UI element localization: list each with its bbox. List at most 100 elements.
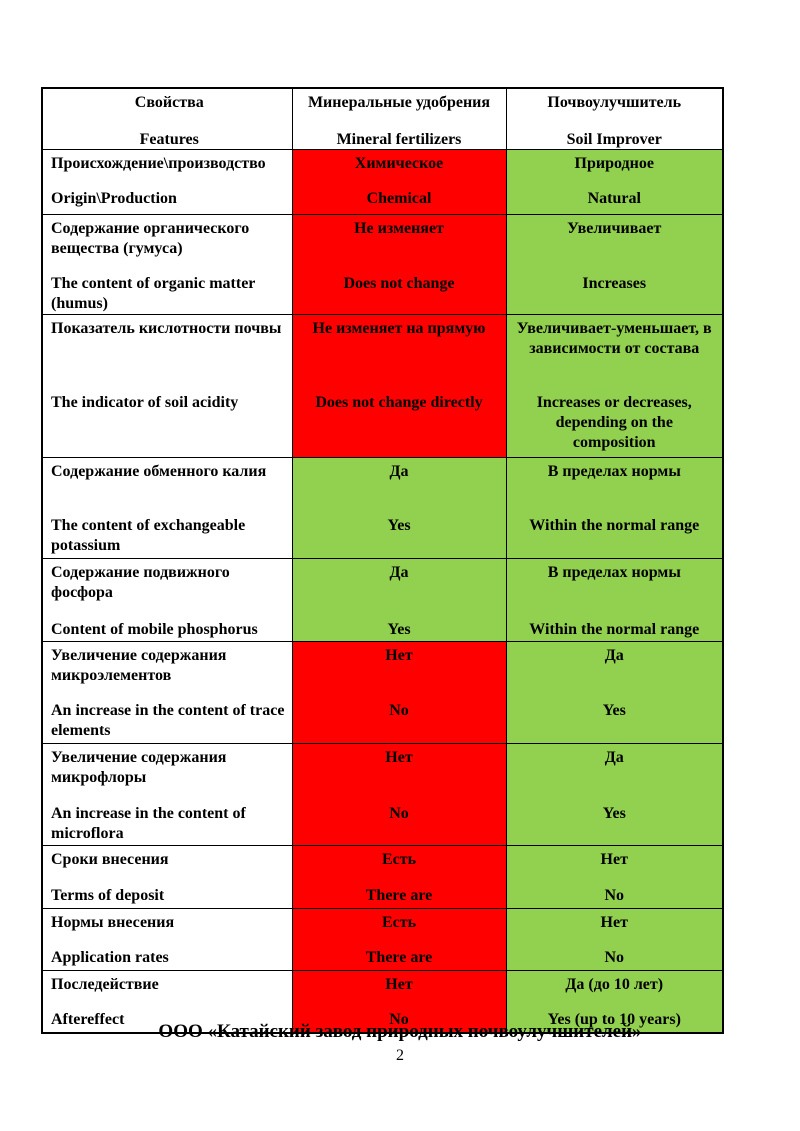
cell-value-en: No (389, 1011, 409, 1028)
cell-value-ru: Нет (385, 976, 413, 993)
cell-value-ru: Химическое (354, 155, 444, 172)
improver-cell: Природное Natural (505, 149, 724, 215)
cell-value-ru: Есть (381, 914, 417, 931)
feature-cell: Содержание органического вещества (гумус… (41, 214, 293, 315)
table-row: Содержание органического вещества (гумус… (41, 214, 724, 315)
cell-value-en: Yes (up to 10 years) (547, 1011, 681, 1028)
mineral-cell: Нет No (291, 743, 507, 846)
cell-value-ru: Да (389, 564, 409, 581)
feature-ru: Содержание обменного калия (51, 463, 267, 480)
cell-value-ru: Не изменяет на прямую (312, 320, 486, 337)
cell-value-ru: Да (604, 749, 624, 766)
cell-value-en: Within the normal range (529, 621, 700, 638)
improver-cell: Нет No (505, 908, 724, 971)
cell-value-ru: Да (до 10 лет) (565, 976, 664, 993)
header-cell-mineral-fertilizers: Минеральные удобрения Mineral fertilizer… (291, 87, 507, 150)
header-improver-ru: Почвоулучшитель (547, 94, 682, 111)
cell-value-ru: Не изменяет (354, 220, 444, 237)
cell-value-en: No (389, 805, 409, 822)
cell-value-en: Increases or decreases, depending on the… (536, 394, 692, 451)
cell-value-ru: Природное (574, 155, 654, 172)
feature-en: The content of exchangeable potassium (51, 517, 246, 554)
cell-value-ru: Нет (600, 851, 628, 868)
cell-value-ru: Увеличивает (567, 220, 662, 237)
mineral-cell: Есть There are (291, 908, 507, 971)
header-features-ru: Свойства (134, 94, 204, 111)
improver-cell: Да Yes (505, 743, 724, 846)
cell-value-ru: В пределах нормы (547, 564, 681, 581)
feature-en: Application rates (51, 949, 169, 966)
header-features-en: Features (139, 131, 199, 148)
feature-cell: Показатель кислотности почвы The indicat… (41, 314, 293, 458)
feature-en: The content of organic matter (humus) (51, 275, 256, 312)
improver-cell: Да Yes (505, 641, 724, 744)
cell-value-ru: Есть (381, 851, 417, 868)
table-row: Сроки внесения Terms of deposit Есть The… (41, 845, 724, 909)
improver-cell: Нет No (505, 845, 724, 909)
feature-ru: Последействие (51, 976, 159, 993)
mineral-cell: Есть There are (291, 845, 507, 909)
cell-value-ru: Нет (385, 749, 413, 766)
feature-cell: Содержание обменного калия The content o… (41, 457, 293, 559)
page-number: 2 (396, 1047, 404, 1064)
cell-value-ru: Нет (600, 914, 628, 931)
feature-ru: Сроки внесения (51, 851, 169, 868)
cell-value-ru: В пределах нормы (547, 463, 681, 480)
feature-ru: Происхождение\производство (51, 155, 266, 172)
mineral-cell: Да Yes (291, 457, 507, 559)
cell-value-en: No (604, 949, 625, 966)
mineral-cell: Не изменяет Does not change (291, 214, 507, 315)
cell-value-ru: Увеличивает-уменьшает, в зависимости от … (516, 320, 712, 357)
feature-ru: Увеличение содержания микрофлоры (51, 749, 227, 786)
feature-cell: Последействие Aftereffect (41, 970, 293, 1034)
header-cell-features: Свойства Features (41, 87, 293, 150)
mineral-cell: Да Yes (291, 558, 507, 642)
cell-value-ru: Да (604, 647, 624, 664)
improver-cell: В пределах нормы Within the normal range (505, 457, 724, 559)
feature-en: Origin\Production (51, 190, 177, 207)
cell-value-en: Within the normal range (529, 517, 700, 534)
cell-value-en: There are (365, 949, 433, 966)
feature-ru: Содержание органического вещества (гумус… (51, 220, 250, 257)
table-row: Увеличение содержания микрофлоры An incr… (41, 743, 724, 846)
cell-value-ru: Да (389, 463, 409, 480)
feature-ru: Увеличение содержания микроэлементов (51, 647, 227, 684)
table-row: Содержание обменного калия The content o… (41, 457, 724, 559)
feature-en: The indicator of soil acidity (51, 394, 239, 411)
feature-en: Content of mobile phosphorus (51, 621, 258, 638)
table-row: Содержание подвижного фосфора Content of… (41, 558, 724, 642)
cell-value-en: Does not change directly (315, 394, 483, 411)
cell-value-en: Natural (587, 190, 641, 207)
feature-en: An increase in the content of trace elem… (51, 702, 285, 739)
cell-value-en: Yes (602, 805, 626, 822)
mineral-cell: Нет No (291, 970, 507, 1034)
table-row: Увеличение содержания микроэлементов An … (41, 641, 724, 744)
cell-value-ru: Нет (385, 647, 413, 664)
feature-cell: Нормы внесения Application rates (41, 908, 293, 971)
cell-value-en: Yes (602, 702, 626, 719)
cell-value-en: Yes (387, 621, 411, 638)
footer-company-name: ООО «Катайский завод природных почвоулуч… (158, 1021, 642, 1042)
header-cell-soil-improver: Почвоулучшитель Soil Improver (505, 87, 724, 150)
cell-value-en: Yes (387, 517, 411, 534)
table-row: Происхождение\производство Origin\Produc… (41, 149, 724, 215)
improver-cell: Увеличивает-уменьшает, в зависимости от … (505, 314, 724, 458)
table-header-row: Свойства Features Минеральные удобрения … (41, 87, 724, 150)
mineral-cell: Химическое Chemical (291, 149, 507, 215)
header-improver-en: Soil Improver (566, 131, 662, 148)
comparison-table: Свойства Features Минеральные удобрения … (41, 87, 724, 1034)
cell-value-en: Chemical (366, 190, 432, 207)
cell-value-en: No (604, 887, 625, 904)
feature-cell: Увеличение содержания микроэлементов An … (41, 641, 293, 744)
feature-cell: Сроки внесения Terms of deposit (41, 845, 293, 909)
improver-cell: В пределах нормы Within the normal range (505, 558, 724, 642)
feature-en: Aftereffect (51, 1011, 125, 1028)
feature-ru: Содержание подвижного фосфора (51, 564, 230, 601)
header-mineral-en: Mineral fertilizers (336, 131, 462, 148)
cell-value-en: Increases (582, 275, 647, 292)
feature-ru: Показатель кислотности почвы (51, 320, 282, 337)
cell-value-en: Does not change (343, 275, 455, 292)
feature-en: Terms of deposit (51, 887, 165, 904)
header-mineral-ru: Минеральные удобрения (307, 94, 491, 111)
improver-cell: Да (до 10 лет) Yes (up to 10 years) (505, 970, 724, 1034)
